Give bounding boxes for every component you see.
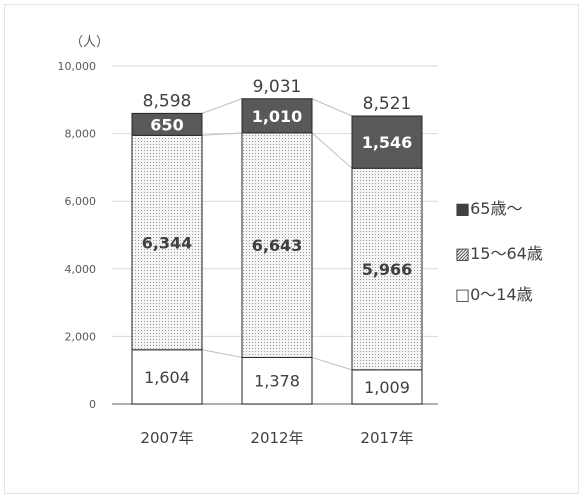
- bar-segment-65plus: [241, 98, 313, 134]
- data-label: 6,643: [252, 236, 303, 255]
- series-connector: [311, 98, 353, 117]
- legend-entry: □0～14歳: [455, 285, 533, 304]
- y-unit-label: （人）: [70, 35, 109, 50]
- data-label: 1,604: [144, 368, 190, 387]
- data-label: 1,009: [364, 378, 410, 397]
- series-connector: [201, 132, 243, 136]
- y-tick-label: 10,000: [58, 60, 97, 73]
- legend-entry: ▨15～64歳: [455, 244, 543, 263]
- data-label: 650: [150, 115, 183, 134]
- series-connector: [201, 349, 243, 358]
- legend-entry: ■65歳～: [455, 199, 522, 218]
- bar-segment-65plus: [351, 115, 423, 169]
- data-label: 1,010: [252, 107, 303, 126]
- y-tick-label: 8,000: [65, 128, 97, 141]
- total-label: 8,521: [363, 94, 412, 114]
- x-tick-label: 2012年: [250, 429, 303, 447]
- bar-segment-65plus: [131, 112, 203, 136]
- bar-segment-15-64: [351, 167, 423, 371]
- bar-segment-15-64: [241, 132, 313, 358]
- series-connector: [311, 132, 353, 169]
- y-tick-label: 4,000: [65, 263, 97, 276]
- data-label: 6,344: [142, 234, 193, 253]
- y-tick-label: 0: [89, 398, 96, 411]
- data-label: 5,966: [362, 260, 413, 279]
- bar-segment-0-14: [351, 369, 423, 405]
- x-tick-label: 2017年: [360, 429, 413, 447]
- total-label: 8,598: [143, 91, 192, 111]
- x-tick-label: 2007年: [140, 429, 193, 447]
- bar-segment-0-14: [241, 356, 313, 405]
- y-tick-label: 2,000: [65, 330, 97, 343]
- series-connector: [201, 98, 243, 114]
- data-label: 1,378: [254, 372, 300, 391]
- total-label: 9,031: [253, 77, 302, 97]
- bar-segment-0-14: [131, 349, 203, 405]
- series-connector: [311, 356, 353, 371]
- bar-segment-15-64: [131, 134, 203, 351]
- data-label: 1,546: [362, 133, 413, 152]
- y-tick-label: 6,000: [65, 195, 97, 208]
